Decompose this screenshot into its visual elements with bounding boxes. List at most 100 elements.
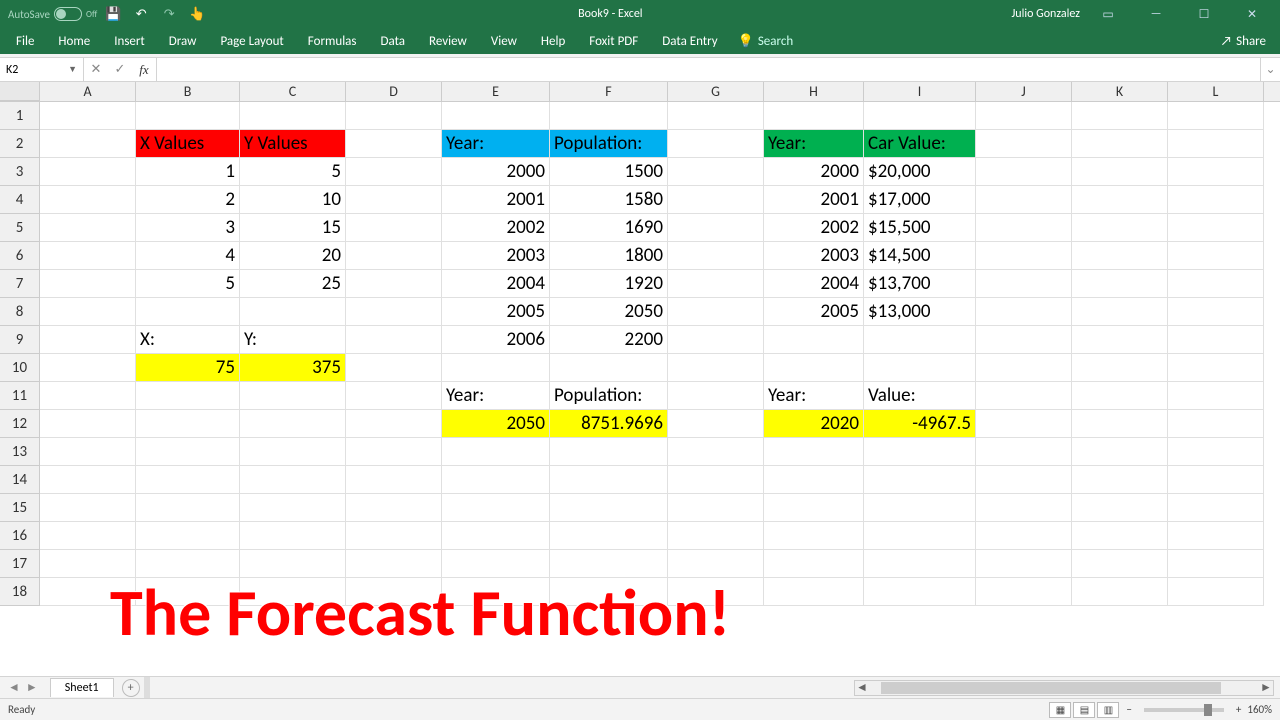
cell-J2[interactable] [976, 130, 1072, 158]
cell-D18[interactable] [346, 578, 442, 606]
cell-D7[interactable] [346, 270, 442, 298]
cell-K17[interactable] [1072, 550, 1168, 578]
cell-L15[interactable] [1168, 494, 1264, 522]
cell-D1[interactable] [346, 102, 442, 130]
cell-K14[interactable] [1072, 466, 1168, 494]
cell-A18[interactable] [40, 578, 136, 606]
cell-F1[interactable] [550, 102, 668, 130]
col-header[interactable]: D [346, 82, 442, 101]
cell-J13[interactable] [976, 438, 1072, 466]
cell-H8[interactable]: 2005 [764, 298, 864, 326]
cell-B17[interactable] [136, 550, 240, 578]
cell-I11[interactable]: Value: [864, 382, 976, 410]
tab-foxit[interactable]: Foxit PDF [577, 30, 650, 53]
cell-I13[interactable] [864, 438, 976, 466]
cell-E10[interactable] [442, 354, 550, 382]
cell-C10[interactable]: 375 [240, 354, 346, 382]
cell-F8[interactable]: 2050 [550, 298, 668, 326]
cell-I15[interactable] [864, 494, 976, 522]
row-header[interactable]: 7 [0, 270, 40, 298]
cell-E8[interactable]: 2005 [442, 298, 550, 326]
cell-A9[interactable] [40, 326, 136, 354]
cell-G18[interactable] [668, 578, 764, 606]
cell-J7[interactable] [976, 270, 1072, 298]
cell-A12[interactable] [40, 410, 136, 438]
cell-I17[interactable] [864, 550, 976, 578]
cell-F10[interactable] [550, 354, 668, 382]
cell-E14[interactable] [442, 466, 550, 494]
cell-J8[interactable] [976, 298, 1072, 326]
cell-K6[interactable] [1072, 242, 1168, 270]
row-header[interactable]: 2 [0, 130, 40, 158]
sheet-nav-next-icon[interactable]: ► [26, 680, 38, 695]
cell-H6[interactable]: 2003 [764, 242, 864, 270]
cell-B3[interactable]: 1 [136, 158, 240, 186]
cell-B12[interactable] [136, 410, 240, 438]
row-header[interactable]: 14 [0, 466, 40, 494]
row-header[interactable]: 8 [0, 298, 40, 326]
scroll-thumb[interactable] [881, 682, 1221, 694]
scroll-right-icon[interactable]: ► [1259, 680, 1273, 695]
cell-C17[interactable] [240, 550, 346, 578]
cell-K1[interactable] [1072, 102, 1168, 130]
cell-C8[interactable] [240, 298, 346, 326]
cell-L5[interactable] [1168, 214, 1264, 242]
zoom-in-icon[interactable]: + [1236, 703, 1241, 716]
tab-review[interactable]: Review [417, 30, 479, 53]
col-header[interactable]: F [550, 82, 668, 101]
cell-J3[interactable] [976, 158, 1072, 186]
cell-A15[interactable] [40, 494, 136, 522]
cell-K18[interactable] [1072, 578, 1168, 606]
cell-E18[interactable] [442, 578, 550, 606]
cell-K7[interactable] [1072, 270, 1168, 298]
cell-H18[interactable] [764, 578, 864, 606]
cell-H15[interactable] [764, 494, 864, 522]
row-header[interactable]: 18 [0, 578, 40, 606]
col-header[interactable]: B [136, 82, 240, 101]
cell-G15[interactable] [668, 494, 764, 522]
cell-H14[interactable] [764, 466, 864, 494]
cell-G4[interactable] [668, 186, 764, 214]
cell-B7[interactable]: 5 [136, 270, 240, 298]
view-page-layout-icon[interactable]: ▤ [1073, 702, 1095, 718]
cell-K3[interactable] [1072, 158, 1168, 186]
cell-C9[interactable]: Y: [240, 326, 346, 354]
cell-J5[interactable] [976, 214, 1072, 242]
cell-L9[interactable] [1168, 326, 1264, 354]
cell-H1[interactable] [764, 102, 864, 130]
sheet-tab[interactable]: Sheet1 [50, 678, 114, 697]
cell-J10[interactable] [976, 354, 1072, 382]
cell-I1[interactable] [864, 102, 976, 130]
cell-A8[interactable] [40, 298, 136, 326]
cell-G11[interactable] [668, 382, 764, 410]
tab-home[interactable]: Home [46, 30, 102, 53]
cell-F16[interactable] [550, 522, 668, 550]
row-header[interactable]: 6 [0, 242, 40, 270]
cell-L2[interactable] [1168, 130, 1264, 158]
col-header[interactable]: G [668, 82, 764, 101]
cell-E5[interactable]: 2002 [442, 214, 550, 242]
cancel-formula-icon[interactable]: ✕ [84, 62, 108, 77]
cell-A11[interactable] [40, 382, 136, 410]
cell-G3[interactable] [668, 158, 764, 186]
cell-D13[interactable] [346, 438, 442, 466]
cell-I10[interactable] [864, 354, 976, 382]
cell-F17[interactable] [550, 550, 668, 578]
row-header[interactable]: 16 [0, 522, 40, 550]
cell-B15[interactable] [136, 494, 240, 522]
cell-H12[interactable]: 2020 [764, 410, 864, 438]
col-header[interactable]: H [764, 82, 864, 101]
cell-G17[interactable] [668, 550, 764, 578]
cell-J12[interactable] [976, 410, 1072, 438]
cell-B13[interactable] [136, 438, 240, 466]
cell-I8[interactable]: $13,000 [864, 298, 976, 326]
formula-input[interactable] [157, 58, 1260, 81]
row-header[interactable]: 9 [0, 326, 40, 354]
zoom-slider[interactable] [1144, 708, 1224, 712]
cell-F4[interactable]: 1580 [550, 186, 668, 214]
spreadsheet-grid[interactable]: A B C D E F G H I J K L 12X ValuesY Valu… [0, 82, 1280, 676]
col-header[interactable]: A [40, 82, 136, 101]
cell-D15[interactable] [346, 494, 442, 522]
redo-icon[interactable]: ↷ [161, 6, 177, 22]
cell-G8[interactable] [668, 298, 764, 326]
